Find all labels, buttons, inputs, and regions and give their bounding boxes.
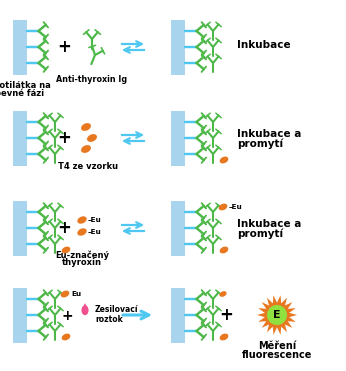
Text: Anti-thyroxin Ig: Anti-thyroxin Ig [56, 75, 128, 84]
Bar [171, 20, 185, 75]
Bar [171, 200, 185, 256]
Text: +: + [57, 129, 71, 147]
Text: T4 ze vzorku: T4 ze vzorku [58, 162, 118, 171]
Ellipse shape [61, 290, 69, 298]
Text: +: + [57, 219, 71, 237]
Text: pevné fázi: pevné fázi [0, 89, 45, 98]
Ellipse shape [219, 291, 227, 297]
Text: Eu-značený: Eu-značený [55, 250, 109, 259]
Text: +: + [61, 309, 73, 323]
Text: Inkubace a: Inkubace a [237, 219, 301, 229]
Bar [13, 20, 27, 75]
Text: fluorescence: fluorescence [242, 350, 312, 360]
Ellipse shape [62, 247, 70, 253]
Text: –Eu: –Eu [229, 204, 243, 210]
Polygon shape [82, 303, 88, 308]
Text: Zesilovací: Zesilovací [95, 305, 138, 315]
Ellipse shape [81, 145, 91, 153]
Text: Protilátka na: Protilátka na [0, 81, 51, 90]
Text: –Eu: –Eu [88, 217, 102, 223]
Circle shape [267, 305, 287, 325]
Bar [171, 288, 185, 342]
Text: +: + [219, 306, 233, 324]
Text: thyroxin: thyroxin [62, 258, 102, 267]
Text: +: + [57, 38, 71, 56]
Text: Inkubace: Inkubace [237, 40, 291, 50]
Text: Měření: Měření [258, 341, 296, 351]
Ellipse shape [81, 305, 89, 315]
Polygon shape [257, 295, 297, 335]
Text: –Eu: –Eu [88, 229, 102, 235]
Text: promytí: promytí [237, 229, 283, 239]
Bar [171, 111, 185, 165]
Text: Eu: Eu [71, 291, 81, 297]
Ellipse shape [62, 334, 70, 341]
Text: Inkubace a: Inkubace a [237, 129, 301, 139]
Ellipse shape [77, 216, 87, 224]
Text: promytí: promytí [237, 139, 283, 149]
Bar [13, 111, 27, 165]
Ellipse shape [219, 204, 227, 210]
Ellipse shape [220, 334, 228, 341]
Text: roztok: roztok [95, 315, 123, 324]
Text: E: E [273, 310, 281, 320]
Bar [13, 288, 27, 342]
Ellipse shape [77, 228, 87, 236]
Ellipse shape [220, 247, 228, 253]
Ellipse shape [87, 134, 97, 142]
Bar [13, 200, 27, 256]
Ellipse shape [81, 123, 91, 131]
Ellipse shape [220, 157, 228, 163]
